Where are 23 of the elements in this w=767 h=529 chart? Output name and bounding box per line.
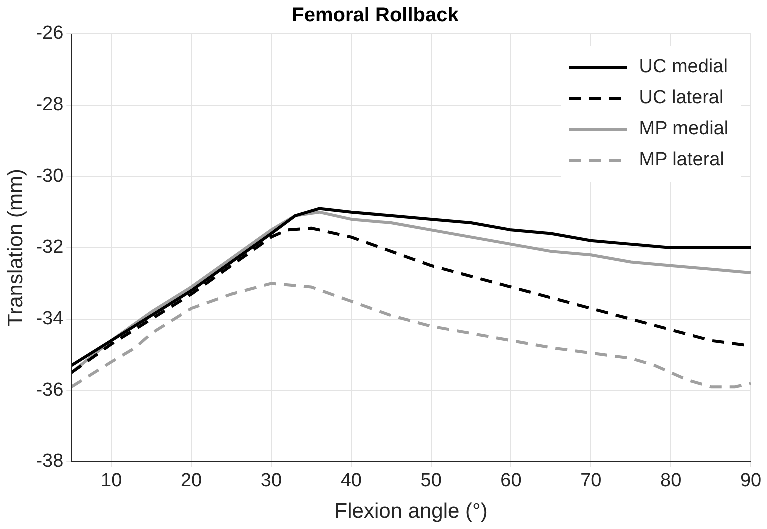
chart-title: Femoral Rollback: [292, 4, 460, 27]
y-tick-label: -26: [36, 23, 64, 44]
y-axis-title: Translation (mm): [4, 169, 28, 327]
legend-label: MP medial: [639, 118, 729, 140]
x-tick-label: 60: [500, 470, 522, 492]
y-tick-label: -28: [36, 94, 64, 116]
y-tick-label: -38: [36, 451, 64, 472]
x-tick-label: 70: [580, 470, 602, 492]
y-tick-label: -32: [36, 237, 64, 258]
x-tick-label: 90: [740, 470, 762, 492]
x-axis-title: Flexion angle (°): [334, 500, 488, 524]
y-tick-label: -30: [36, 166, 64, 187]
x-tick-label: 10: [101, 470, 122, 492]
legend-label: MP lateral: [639, 150, 724, 171]
x-tick-label: 50: [420, 470, 442, 492]
legend-label: UC lateral: [639, 88, 724, 109]
x-tick-label: 80: [660, 470, 682, 492]
x-tick-label: 40: [340, 470, 362, 492]
legend-label: UC medial: [639, 56, 728, 78]
x-tick-label: 20: [180, 470, 202, 492]
x-tick-label: 30: [260, 470, 282, 492]
y-tick-label: -34: [36, 308, 64, 330]
y-tick-label: -36: [36, 380, 64, 401]
